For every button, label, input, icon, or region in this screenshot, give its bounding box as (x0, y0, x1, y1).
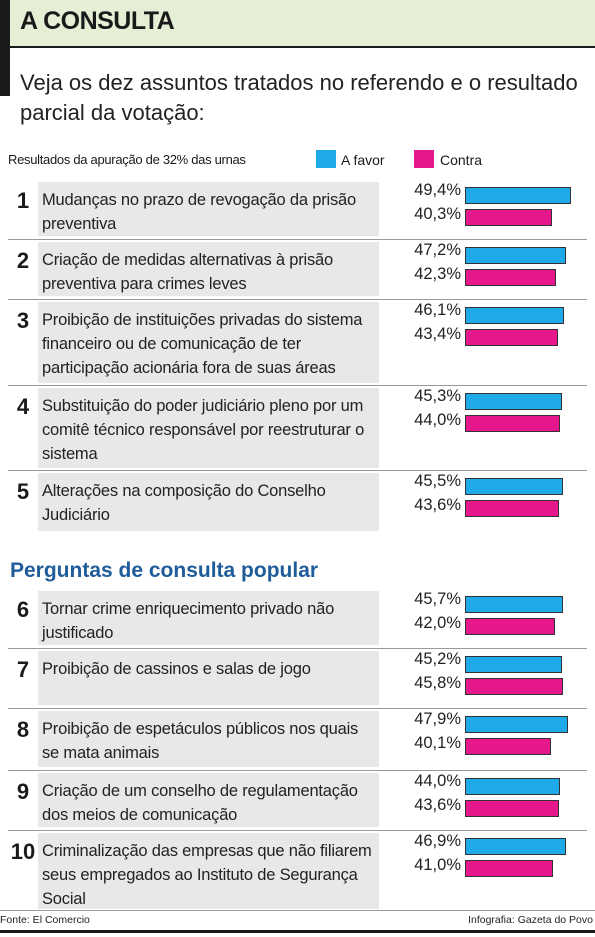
row-separator (8, 385, 587, 386)
row-number: 1 (16, 188, 30, 213)
contra-bar (465, 209, 552, 226)
row-separator (8, 770, 587, 771)
row-question-text: Proibição de cassinos e salas de jogo (42, 660, 311, 678)
favor-bar (465, 247, 567, 264)
favor-bar (465, 187, 572, 204)
favor-value-label: 45,3% (414, 387, 461, 405)
favor-bar (465, 716, 568, 733)
legend-caption: Resultados da apuração de 32% das urnas (8, 152, 246, 167)
row-question-text: Criação de um conselho de regulamentação… (42, 782, 358, 824)
contra-bar (465, 678, 564, 695)
row-question-text: Substituição do poder judiciário pleno p… (42, 397, 365, 463)
row-separator (8, 708, 587, 709)
contra-bar (465, 500, 559, 517)
row-text-background (38, 242, 379, 296)
section-title-consulta-popular: Perguntas de consulta popular (10, 559, 319, 582)
favor-value-label: 45,5% (414, 472, 461, 490)
contra-bar (465, 415, 560, 432)
row-number: 6 (16, 597, 30, 622)
contra-value-label: 43,4% (414, 325, 461, 343)
favor-bar (465, 778, 560, 795)
row-separator (8, 470, 587, 471)
contra-bar (465, 618, 556, 635)
row-number: 7 (16, 657, 30, 682)
row-text-background (38, 591, 379, 645)
contra-value-label: 42,0% (414, 614, 461, 632)
row-text-background (38, 833, 379, 909)
contra-bar (465, 329, 559, 346)
row-text-background (38, 651, 379, 705)
row-text-background (38, 388, 379, 468)
row-text-background (38, 182, 379, 236)
row-separator (8, 299, 587, 300)
subtitle: Veja os dez assuntos tratados no referen… (20, 70, 578, 125)
row-text-background (38, 773, 379, 827)
favor-value-label: 44,0% (414, 772, 461, 790)
legend-favor-swatch (316, 150, 336, 168)
row-separator (8, 648, 587, 649)
footer-bar (0, 930, 595, 933)
row-separator (8, 830, 587, 831)
footer-divider (0, 910, 595, 911)
contra-value-label: 40,1% (414, 734, 461, 752)
row-number: 9 (16, 779, 30, 804)
legend-contra-swatch (414, 150, 434, 168)
row-text-background (38, 711, 379, 767)
favor-value-label: 46,1% (414, 301, 461, 319)
contra-value-label: 42,3% (414, 265, 461, 283)
row-text-background (38, 473, 379, 531)
row-separator (8, 239, 587, 240)
favor-value-label: 46,9% (414, 832, 461, 850)
favor-value-label: 47,9% (414, 710, 461, 728)
row-number: 2 (16, 248, 30, 273)
favor-bar (465, 307, 565, 324)
favor-value-label: 49,4% (414, 181, 461, 199)
favor-bar (465, 596, 564, 613)
header (0, 0, 595, 46)
row-question-text: Proibição de espetáculos públicos nos qu… (42, 720, 359, 762)
row-number: 4 (16, 394, 30, 419)
favor-value-label: 45,7% (414, 590, 461, 608)
legend-contra-label: Contra (440, 152, 483, 168)
row-question-text: Mudanças no prazo de revogação da prisão… (42, 191, 356, 233)
contra-value-label: 41,0% (414, 856, 461, 874)
contra-value-label: 44,0% (414, 411, 461, 429)
contra-value-label: 43,6% (414, 796, 461, 814)
row-question-text: Criação de medidas alternativas à prisão… (42, 251, 333, 293)
row-number: 10 (10, 839, 36, 864)
row-number: 5 (16, 479, 30, 504)
favor-bar (465, 838, 566, 855)
footer-source: Fonte: El Comercio (0, 914, 90, 926)
row-text-background (38, 302, 379, 383)
page-title: A CONSULTA (20, 7, 175, 35)
legend-favor-label: A favor (341, 152, 385, 168)
contra-value-label: 40,3% (414, 205, 461, 223)
contra-bar (465, 738, 552, 755)
contra-bar (465, 860, 554, 877)
row-question-text: Alterações na composição do Conselho Jud… (42, 482, 326, 524)
favor-bar (465, 393, 563, 410)
legend: Resultados da apuração de 32% das urnas … (8, 150, 588, 170)
favor-value-label: 45,2% (414, 650, 461, 668)
footer-credit: Infografia: Gazeta do Povo (468, 914, 593, 926)
row-number: 8 (16, 717, 30, 742)
row-question-text: Tornar crime enriquecimento privado não … (42, 600, 335, 642)
header-accent-bar (0, 0, 10, 96)
header-divider (10, 46, 595, 48)
contra-value-label: 43,6% (414, 496, 461, 514)
favor-bar (465, 656, 563, 673)
row-question-text: Criminalização das empresas que não fili… (42, 842, 372, 908)
contra-value-label: 45,8% (414, 674, 461, 692)
favor-bar (465, 478, 563, 495)
favor-value-label: 47,2% (414, 241, 461, 259)
row-question-text: Proibição de instituições privadas do si… (42, 311, 363, 377)
contra-bar (465, 269, 556, 286)
contra-bar (465, 800, 559, 817)
row-number: 3 (16, 308, 30, 333)
